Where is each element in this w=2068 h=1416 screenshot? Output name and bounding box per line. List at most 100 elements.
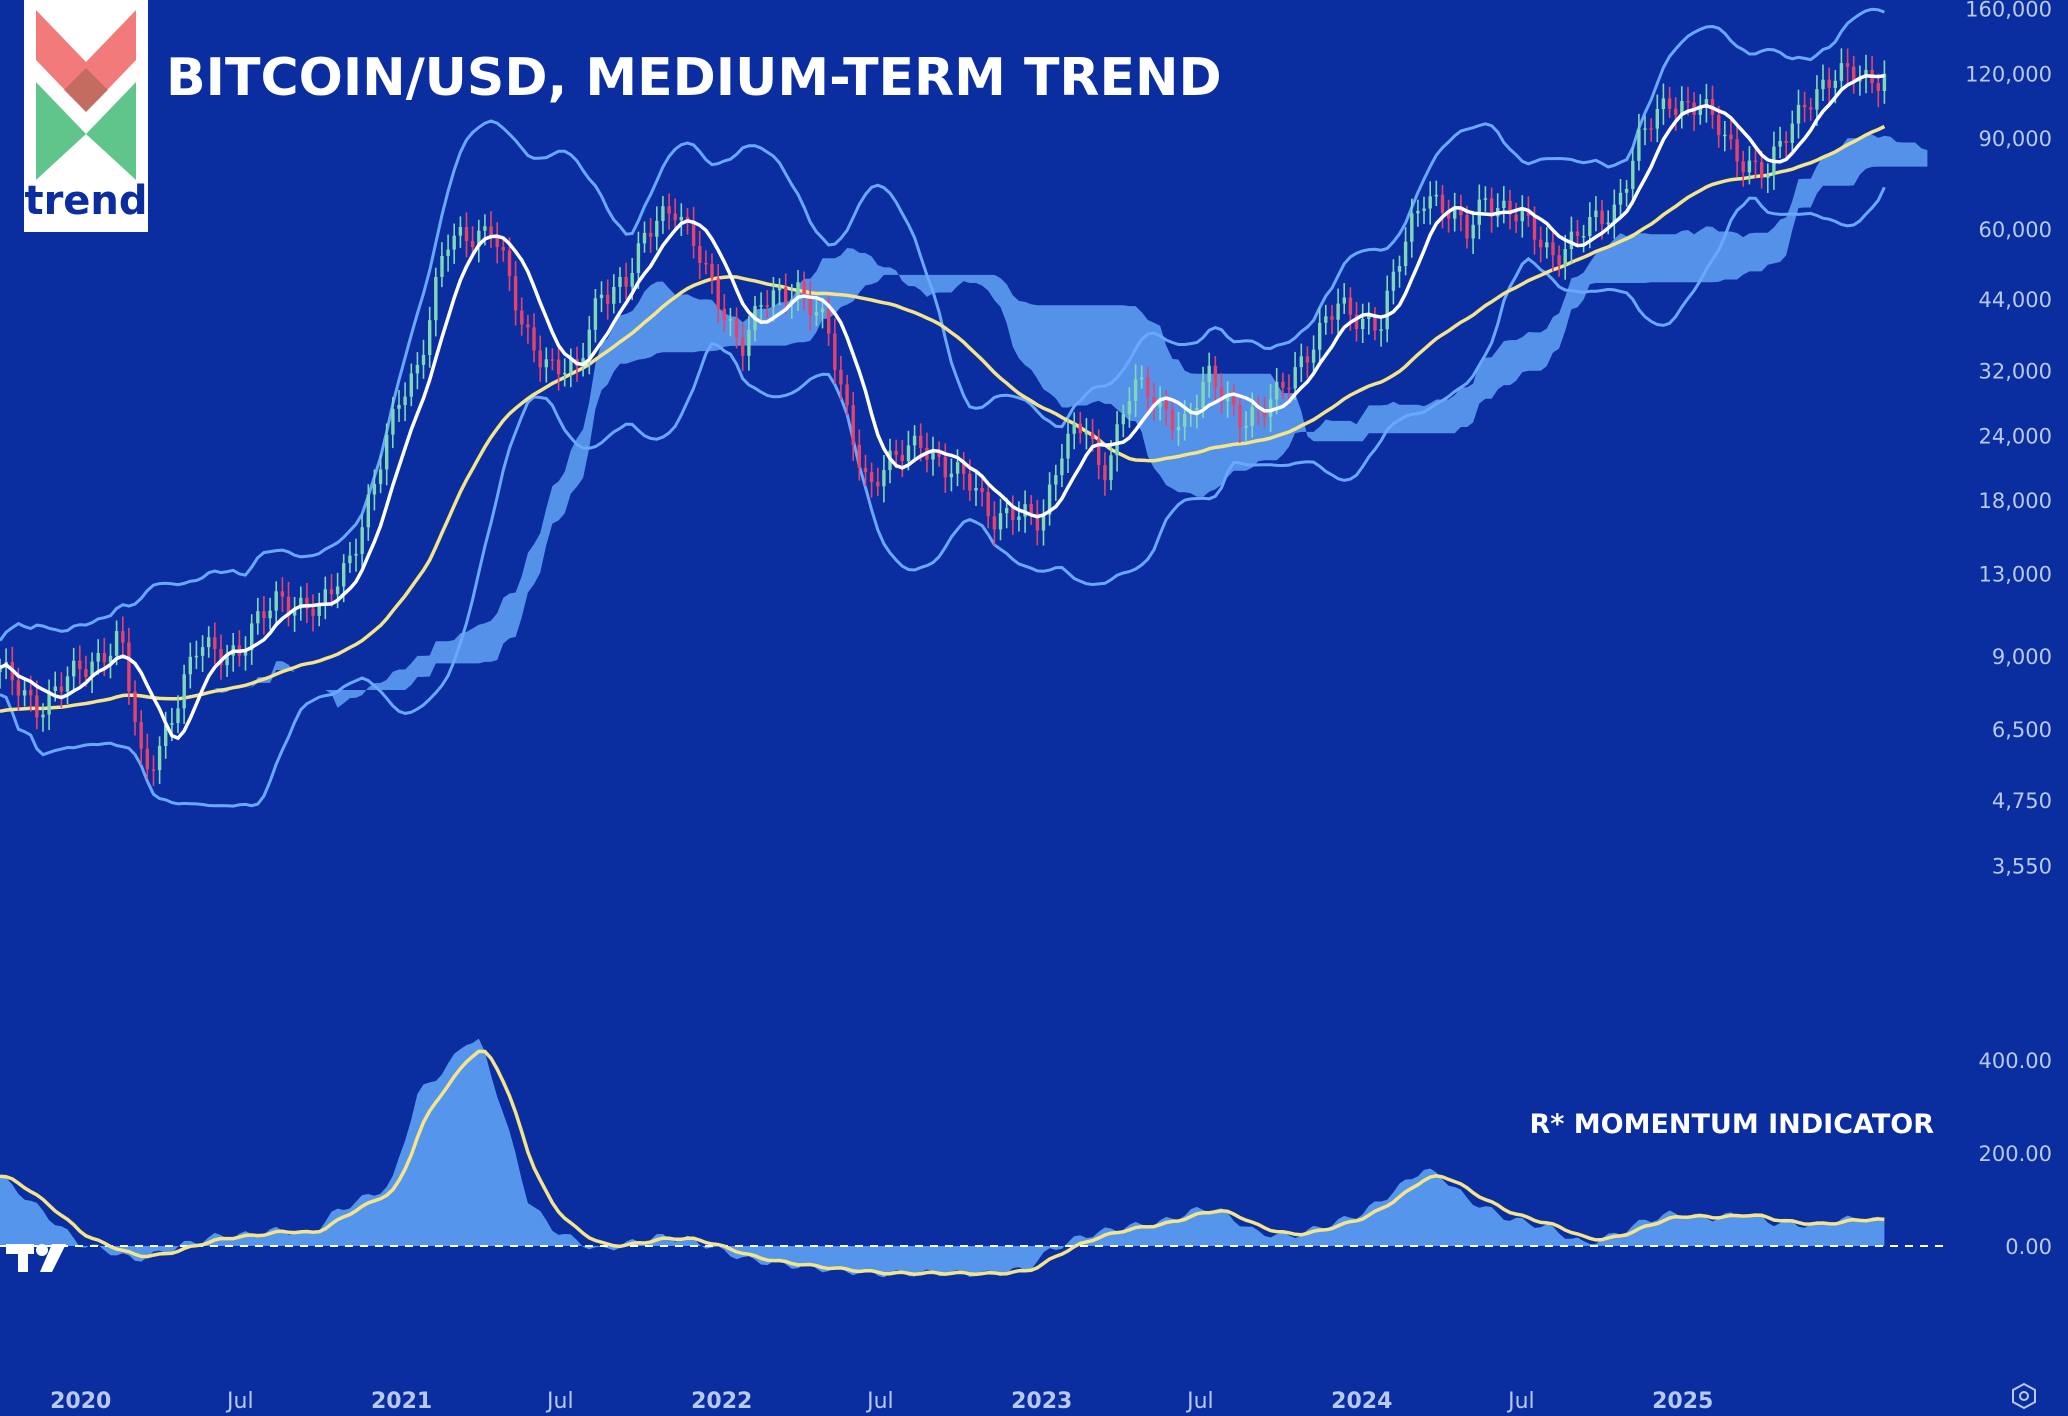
- candle-body: [943, 456, 947, 478]
- tv-logo-slash: [40, 1244, 66, 1272]
- candle-body: [998, 513, 1003, 530]
- candle-body: [225, 655, 229, 666]
- candle-body: [1195, 407, 1199, 413]
- momentum-indicator-label: R* MOMENTUM INDICATOR: [1529, 1109, 1934, 1140]
- settings-icon[interactable]: [2010, 1382, 2038, 1410]
- candle-body: [207, 637, 211, 648]
- candle-body: [1066, 433, 1070, 459]
- candle-body: [919, 435, 923, 448]
- candle-body: [618, 277, 622, 287]
- candle-body: [1723, 134, 1727, 137]
- candle-body: [784, 287, 788, 303]
- candle-body: [1140, 377, 1144, 380]
- candle-body: [716, 278, 720, 309]
- candle-body: [526, 324, 530, 328]
- candle-body: [1600, 210, 1604, 225]
- candle-body: [1631, 160, 1635, 189]
- candle-body: [176, 708, 180, 724]
- candle-body: [41, 714, 45, 718]
- candle-body: [980, 488, 984, 493]
- candle-body: [170, 723, 174, 725]
- candle-body: [213, 637, 217, 649]
- candle-body: [1778, 140, 1782, 147]
- candle-body: [1268, 399, 1273, 417]
- trend-logo: trend: [24, 0, 148, 232]
- candle-body: [1207, 365, 1211, 383]
- candle-body: [421, 355, 426, 365]
- candle-body: [728, 319, 733, 321]
- candle-body: [808, 295, 812, 316]
- candle-body: [869, 472, 874, 482]
- candle-body: [1815, 89, 1819, 110]
- candle-body: [1373, 315, 1377, 331]
- candle-body: [1563, 249, 1567, 265]
- candle-body: [1649, 128, 1653, 130]
- candle-body: [1152, 397, 1156, 408]
- candle-body: [710, 263, 714, 279]
- candle-body: [1213, 365, 1218, 388]
- candle-body: [642, 232, 647, 244]
- price-tick-label: 18,000: [1979, 489, 2052, 513]
- time-tick-label: 2021: [371, 1389, 432, 1414]
- candle-body: [1637, 129, 1641, 161]
- candle-body: [1354, 314, 1359, 329]
- candle-body: [317, 603, 321, 616]
- candle-body: [1520, 210, 1524, 222]
- candle-body: [1219, 387, 1224, 402]
- candle-body: [606, 294, 610, 304]
- candle-body: [1796, 104, 1801, 124]
- candle-body: [513, 276, 518, 311]
- candle-body: [1686, 101, 1690, 103]
- candle-body: [1545, 242, 1549, 248]
- candle-body: [1680, 101, 1684, 115]
- candle-body: [72, 660, 76, 677]
- candle-body: [489, 226, 493, 237]
- candle-body: [378, 469, 383, 484]
- candle-body: [409, 373, 413, 397]
- candle-body: [851, 405, 855, 445]
- candle-body: [1361, 318, 1365, 329]
- candle-body: [624, 277, 628, 287]
- candle-body: [974, 488, 978, 491]
- candle-body: [495, 236, 499, 247]
- candle-body: [1753, 160, 1758, 163]
- candle-body: [839, 369, 843, 385]
- candle-body: [520, 310, 524, 325]
- candle-body: [1287, 387, 1291, 390]
- candle-body: [1115, 424, 1119, 456]
- logo-word: trend: [24, 178, 148, 224]
- candle-body: [1348, 297, 1353, 315]
- candle-body: [1465, 215, 1469, 239]
- candle-body: [1054, 475, 1058, 485]
- candle-body: [477, 230, 481, 248]
- candle-body: [704, 263, 708, 265]
- candle-body: [649, 232, 653, 237]
- candle-body: [372, 483, 377, 495]
- candle-body: [1784, 140, 1788, 143]
- candle-body: [305, 597, 309, 609]
- candle-body: [1729, 134, 1733, 140]
- candle-body: [1011, 508, 1015, 520]
- time-tick-label: Jul: [545, 1389, 574, 1414]
- candle-body: [556, 359, 561, 375]
- candle-body: [876, 481, 880, 487]
- candle-body: [1839, 63, 1844, 81]
- short-moving-average: [0, 73, 1885, 741]
- momentum-signal-line: [0, 1049, 1885, 1277]
- candle-body: [1741, 161, 1745, 173]
- candle-body: [820, 308, 825, 313]
- candle-body: [593, 298, 598, 330]
- candle-body: [612, 287, 616, 304]
- price-tick-label: 44,000: [1979, 288, 2052, 312]
- candle-body: [1440, 194, 1445, 213]
- candle-body: [1225, 396, 1230, 402]
- candle-body: [796, 282, 800, 300]
- tv-logo-stem: [18, 1244, 28, 1272]
- candle-body: [1275, 381, 1279, 400]
- momentum-tick-label: 200.00: [1979, 1142, 2052, 1166]
- candle-body: [532, 327, 536, 351]
- candle-body: [741, 337, 745, 356]
- candle-body: [299, 597, 303, 609]
- price-tick-label: 6,500: [1992, 718, 2052, 742]
- candle-body: [22, 690, 27, 696]
